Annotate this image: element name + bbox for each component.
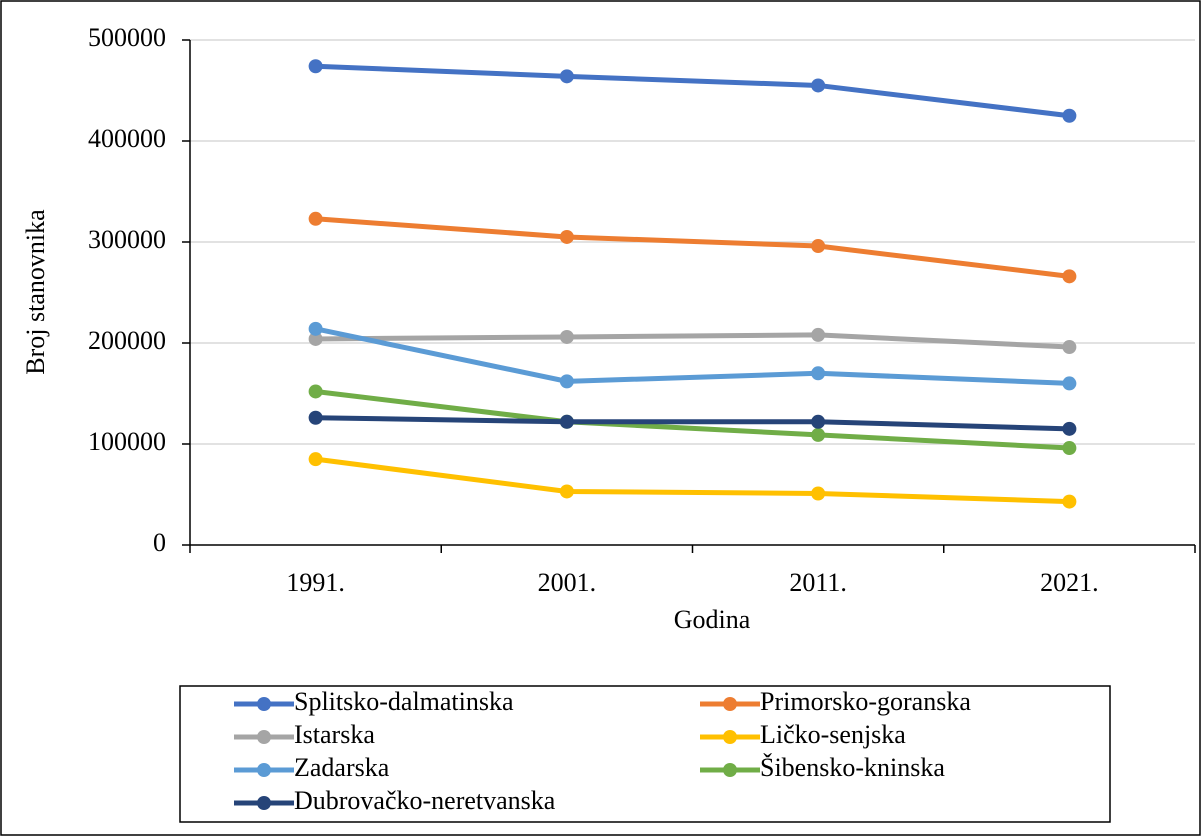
data-point [308, 211, 323, 226]
data-point [559, 414, 574, 429]
x-tick-label: 2001. [538, 568, 597, 597]
legend-label: Dubrovačko-neretvanska [294, 786, 556, 815]
y-tick-label: 0 [153, 528, 166, 557]
data-point [811, 427, 826, 442]
y-axis-title: Broj stanovnika [21, 209, 50, 375]
series-line [315, 326, 1070, 386]
legend-marker [723, 697, 737, 711]
y-tick-label: 300000 [88, 225, 166, 254]
legend-box [179, 685, 1111, 823]
legend-marker [257, 730, 271, 744]
data-point [811, 486, 826, 501]
series-line [315, 63, 1070, 119]
data-point [1062, 376, 1077, 391]
data-point [308, 384, 323, 399]
legend-label: Splitsko-dalmatinska [294, 687, 514, 716]
data-point [811, 327, 826, 342]
series-line [315, 332, 1070, 350]
legend-label: Primorsko-goranska [760, 687, 971, 716]
data-point [811, 239, 826, 254]
data-point [559, 484, 574, 499]
legend-label: Šibensko-kninska [760, 753, 945, 782]
legend-label: Ličko-senjska [760, 720, 906, 749]
data-point [1062, 340, 1077, 355]
data-point [559, 229, 574, 244]
legend-label: Istarska [294, 720, 375, 749]
y-tick-label: 200000 [88, 326, 166, 355]
data-point [1062, 441, 1077, 456]
series-line [315, 388, 1070, 451]
x-axis-title: Godina [674, 605, 751, 634]
legend-label: Zadarska [294, 753, 390, 782]
series-line [315, 415, 1070, 432]
x-tick-label: 2021. [1040, 568, 1099, 597]
series-line [315, 456, 1070, 505]
legend-marker [723, 763, 737, 777]
data-point [559, 329, 574, 344]
data-point [1062, 494, 1077, 509]
data-point [1062, 421, 1077, 436]
data-point [1062, 269, 1077, 284]
legend-marker [723, 730, 737, 744]
data-point [308, 452, 323, 467]
data-point [811, 78, 826, 93]
data-point [308, 321, 323, 336]
data-point [308, 59, 323, 74]
data-point [308, 331, 323, 346]
x-tick-label: 2011. [789, 568, 847, 597]
y-tick-label: 100000 [88, 427, 166, 456]
legend-marker [257, 796, 271, 810]
data-point [811, 366, 826, 381]
legend-marker [257, 763, 271, 777]
series-line [315, 216, 1070, 279]
data-point [559, 374, 574, 389]
y-tick-label: 500000 [88, 23, 166, 52]
legend-marker [257, 697, 271, 711]
data-point [559, 69, 574, 84]
data-point [811, 414, 826, 429]
x-tick-label: 1991. [286, 568, 345, 597]
data-point [1062, 108, 1077, 123]
data-point [308, 410, 323, 425]
y-tick-label: 400000 [88, 124, 166, 153]
